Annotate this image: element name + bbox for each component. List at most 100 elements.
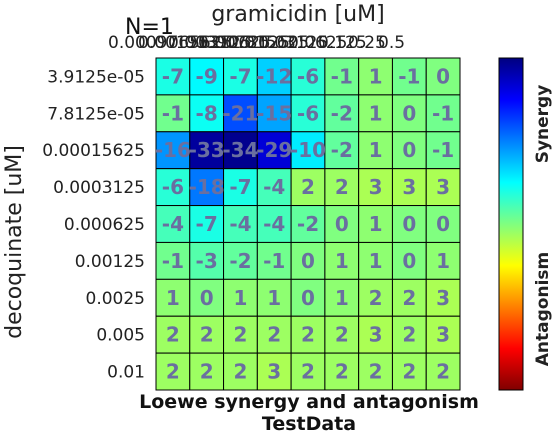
colorbar-antagonism-label: Antagonism: [533, 252, 553, 366]
heatmap-cell-value: 2: [402, 360, 416, 384]
n-label: N=1: [125, 15, 174, 40]
y-tick-label: 3.9125e-05: [47, 67, 145, 87]
heatmap-cell-value: 2: [301, 323, 315, 347]
heatmap-cell: [189, 278, 225, 317]
heatmap-cell: [290, 94, 326, 133]
heatmap-cell: [189, 241, 225, 280]
heatmap-cell-value: -1: [432, 138, 454, 162]
heatmap-cell: [425, 241, 461, 280]
heatmap-cell: [358, 315, 393, 354]
heatmap-cell-value: -4: [263, 175, 285, 199]
heatmap-cell: [391, 94, 427, 133]
heatmap-cell-value: -21: [222, 101, 258, 125]
heatmap-cell: [189, 352, 225, 391]
heatmap-value-labels: -7 -9 -7 -12 -6 -1 1 -1 0-1 -8 -21-15 -6 -2 1 0 -1-16-3…: [155, 64, 454, 383]
x-tick-label: 0.25: [348, 33, 386, 53]
x-axis-label: gramicidin [uM]: [211, 2, 384, 27]
heatmap-cell: [358, 352, 393, 391]
heatmap-cell: [155, 57, 191, 96]
heatmap-cell-value: 1: [369, 138, 383, 162]
heatmap-cell-value: 2: [267, 323, 281, 347]
heatmap-cell-value: -7: [196, 212, 218, 236]
heatmap-cell-value: 0: [436, 212, 450, 236]
heatmap-cell-value: -7: [229, 175, 251, 199]
heatmap-cell-value: 0: [402, 138, 416, 162]
heatmap-cell-value: 0: [301, 249, 315, 273]
heatmap-cell-value: 1: [233, 286, 247, 310]
y-tick-label: 0.01: [107, 363, 145, 383]
heatmap-cell-value: 2: [402, 286, 416, 310]
heatmap-cell-value: 0: [301, 286, 315, 310]
y-tick-label: 0.0003125: [53, 178, 145, 198]
heatmap-cell-value: 1: [369, 212, 383, 236]
heatmap-cell: [155, 278, 191, 317]
heatmap-cell-value: 0: [402, 212, 416, 236]
heatmap-cell: [223, 94, 258, 133]
heatmap-cell: [189, 57, 225, 96]
heatmap-cell-value: 2: [369, 360, 383, 384]
heatmap-cell-value: 1: [369, 249, 383, 273]
heatmap-cell: [223, 131, 258, 170]
heatmap-cell: [425, 315, 461, 354]
heatmap-cell-value: -2: [297, 212, 319, 236]
heatmap-cell-value: 0: [335, 212, 349, 236]
heatmap-cell: [155, 131, 191, 170]
y-tick-label: 0.0025: [86, 289, 145, 309]
heatmap-cell-value: -15: [256, 101, 292, 125]
heatmap-cell-value: -10: [290, 138, 326, 162]
heatmap-cell-value: 2: [335, 360, 349, 384]
heatmap-cell: [324, 205, 360, 243]
heatmap-cell-value: -1: [432, 101, 454, 125]
x-tick-labels: 0.00097656250.0019531250.003906250.00781…: [108, 33, 405, 53]
heatmap-cell: [155, 352, 191, 391]
heatmap-cell-value: 1: [369, 101, 383, 125]
heatmap-cell-value: -1: [398, 64, 420, 88]
heatmap-cell-value: 2: [233, 360, 247, 384]
heatmap-cell-value: -4: [229, 212, 251, 236]
heatmap-cell-value: 2: [301, 360, 315, 384]
heatmap-cell: [425, 205, 461, 243]
heatmap-cell-value: -7: [229, 64, 251, 88]
y-tick-labels: 3.9125e-05 7.8125e-05 0.00015625 0.0003125 0…: [42, 67, 145, 382]
x-tick-label: 0.5: [378, 33, 405, 53]
heatmap-cell-value: 3: [436, 323, 450, 347]
heatmap-cell-value: 2: [335, 323, 349, 347]
heatmap-cell-value: -1: [162, 249, 184, 273]
heatmap-cell-value: 3: [402, 175, 416, 199]
heatmap-cell: [256, 241, 292, 280]
x-tick-label: 0.125: [318, 33, 367, 53]
x-tick-label: 0.001953125: [138, 33, 252, 53]
heatmap-cell-value: 2: [233, 323, 247, 347]
heatmap-cell-value: 0: [200, 286, 214, 310]
y-tick-label: 0.00125: [75, 252, 145, 272]
heatmap-cell-value: -18: [189, 175, 225, 199]
heatmap-cell-value: -34: [222, 138, 258, 162]
x-tick-label: 0.03125: [258, 33, 328, 53]
heatmap-cell: [155, 241, 191, 280]
heatmap-cell-value: -33: [189, 138, 225, 162]
heatmap-cell-value: -3: [196, 249, 218, 273]
heatmap-cell: [223, 241, 258, 280]
heatmap-cell: [290, 278, 326, 317]
heatmap-cell: [155, 315, 191, 354]
heatmap-cell: [155, 168, 191, 207]
heatmap-cell-value: -8: [196, 101, 218, 125]
chart-title-line-1: Loewe synergy and antagonism: [139, 391, 479, 413]
colorbar: [498, 57, 524, 391]
heatmap-cell: [391, 241, 427, 280]
heatmap-cell-value: 0: [402, 249, 416, 273]
heatmap-cell-value: -2: [331, 101, 353, 125]
heatmap-cell: [324, 57, 360, 96]
heatmap-cell-value: 3: [369, 323, 383, 347]
heatmap-cell: [155, 94, 191, 133]
heatmap-cell-value: -4: [263, 212, 285, 236]
heatmap-cell: [324, 352, 360, 391]
heatmap-cell-value: -6: [297, 101, 319, 125]
chart-title-line-2: TestData: [262, 413, 356, 435]
heatmap-cell-value: -29: [256, 138, 292, 162]
x-tick-label: 0.0009765625: [108, 33, 232, 53]
heatmap-cell-value: 3: [369, 175, 383, 199]
heatmap-cells: [155, 57, 461, 391]
heatmap-cell-value: 0: [402, 101, 416, 125]
